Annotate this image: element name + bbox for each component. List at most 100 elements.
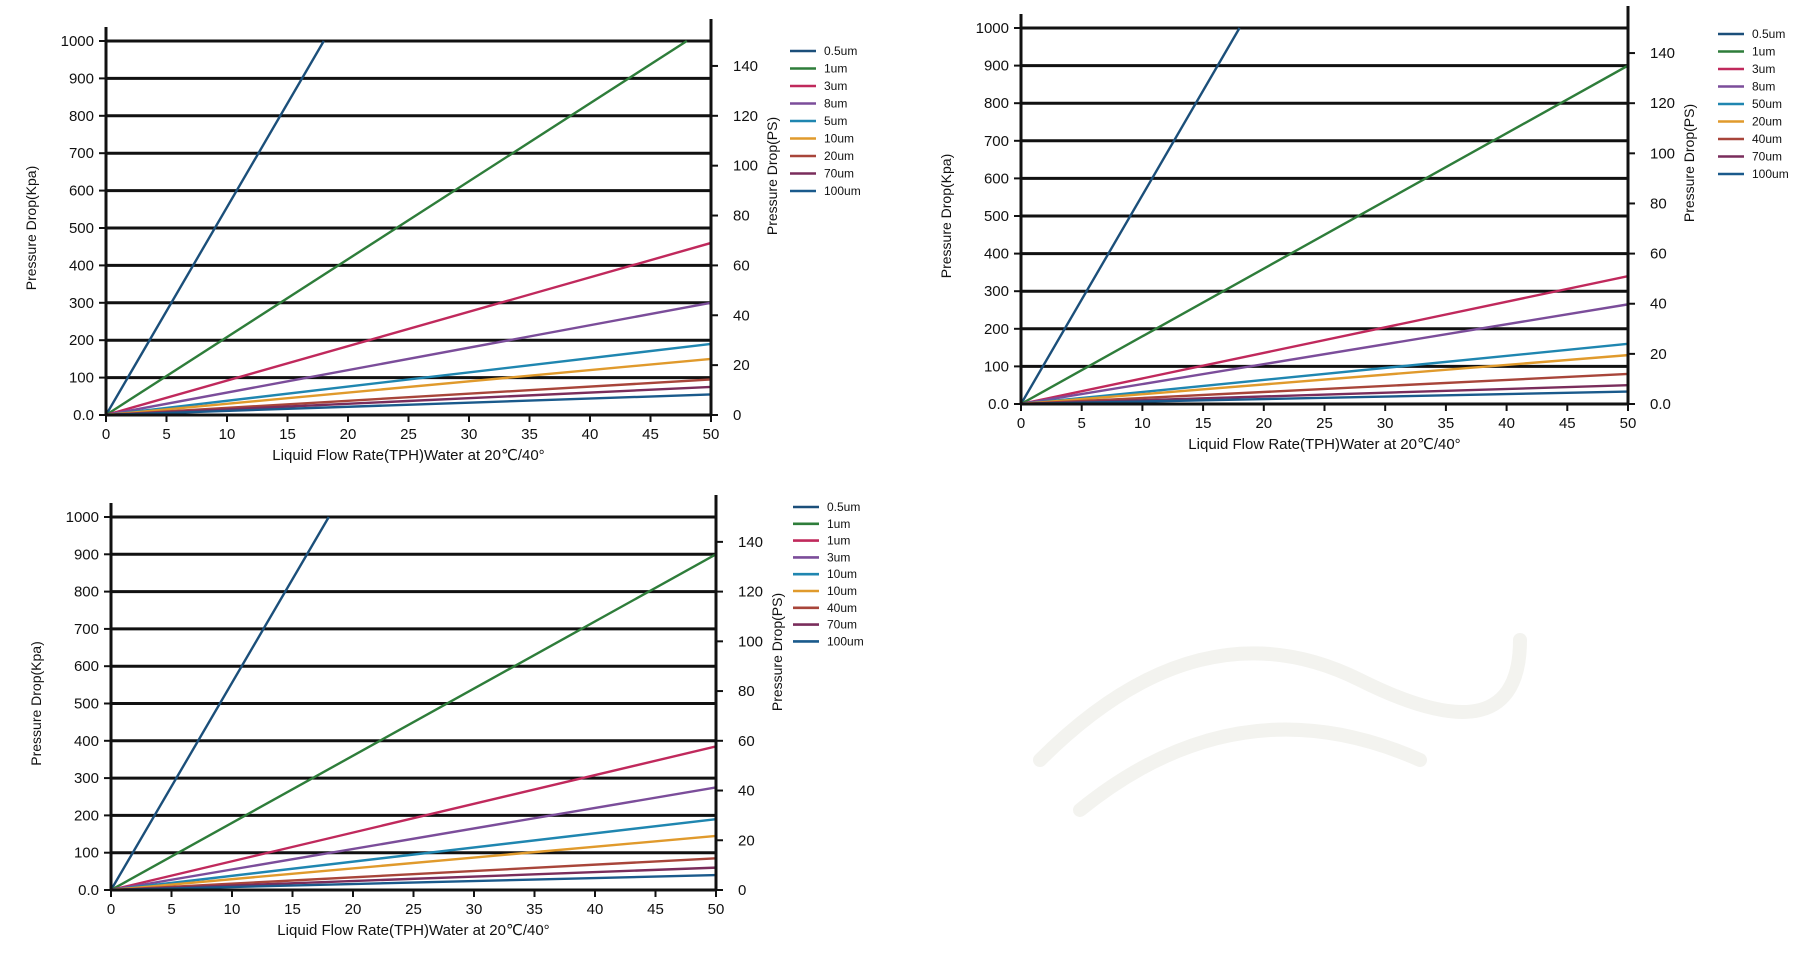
chart-2: 0.010020030040050060070080090010000.0204… — [938, 6, 1789, 453]
x-tick-label: 30 — [461, 426, 478, 443]
y2-tick-label: 80 — [738, 683, 755, 700]
series-line-20um — [106, 378, 711, 415]
y-tick-label: 0.0 — [73, 407, 94, 424]
y-tick-label: 300 — [69, 295, 94, 312]
series-line-100um — [106, 393, 711, 415]
x-tick-label: 45 — [642, 426, 659, 443]
series-line-1um — [1021, 64, 1628, 404]
y-tick-label: 1000 — [61, 33, 94, 50]
y-tick-label: 200 — [74, 807, 99, 824]
y-tick-label: 500 — [74, 696, 99, 713]
series-group — [106, 39, 711, 415]
legend-label: 70um — [827, 618, 857, 632]
x-tick-label: 30 — [466, 901, 483, 918]
y2-tick-label: 80 — [1650, 195, 1667, 212]
y-tick-label: 500 — [984, 208, 1009, 225]
y-tick-label: 300 — [74, 770, 99, 787]
x-tick-label: 25 — [405, 901, 422, 918]
y-tick-label: 700 — [69, 145, 94, 162]
y2-tick-label: 60 — [733, 257, 750, 274]
y-tick-label: 600 — [69, 183, 94, 200]
y2-axis-label: Pressure Drop(PS) — [764, 117, 780, 235]
series-line-0.5um — [1021, 27, 1241, 404]
x-tick-label: 20 — [340, 426, 357, 443]
y-tick-label: 900 — [69, 70, 94, 87]
x-axis-label: Liquid Flow Rate(TPH)Water at 20℃/40° — [1188, 436, 1460, 453]
legend-label: 100um — [1752, 167, 1789, 181]
x-tick-label: 5 — [1078, 415, 1086, 432]
series-line-100um — [1021, 390, 1628, 404]
x-tick-label: 0 — [107, 901, 115, 918]
legend-label: 100um — [824, 184, 861, 198]
legend-label: 1um — [827, 534, 850, 548]
y2-tick-label: 40 — [1650, 296, 1667, 313]
series-line-3um — [106, 241, 711, 415]
y-tick-label: 1000 — [976, 20, 1009, 37]
y2-tick-label: 80 — [733, 208, 750, 225]
series-line-1um — [111, 745, 716, 890]
x-tick-label: 15 — [284, 901, 301, 918]
series-line-40um — [111, 857, 716, 890]
y-tick-label: 100 — [74, 845, 99, 862]
chart-1: 0.01002003004005006007008009001000020406… — [23, 19, 861, 464]
y-tick-label: 200 — [69, 332, 94, 349]
y2-tick-label: 40 — [733, 307, 750, 324]
y-tick-label: 800 — [74, 584, 99, 601]
legend-label: 8um — [1752, 80, 1775, 94]
y2-tick-label: 140 — [1650, 45, 1675, 62]
y-tick-label: 1000 — [66, 509, 99, 526]
legend-label: 3um — [827, 550, 850, 564]
x-tick-label: 50 — [1620, 415, 1637, 432]
x-tick-label: 0 — [102, 426, 110, 443]
legend-label: 70um — [824, 167, 854, 181]
legend-label: 40um — [827, 601, 857, 615]
y-axis-label: Pressure Drop(Kpa) — [28, 641, 44, 766]
y2-tick-label: 100 — [733, 158, 758, 175]
legend: 0.5um 1um 3um 8um 5um 10um 20um 70um 100um — [790, 44, 861, 198]
series-line-3um — [111, 786, 716, 890]
y2-tick-label: 140 — [738, 534, 763, 551]
x-tick-label: 35 — [526, 901, 543, 918]
y2-tick-label: 0.0 — [1650, 396, 1671, 413]
legend-label: 10um — [827, 584, 857, 598]
series-line-1um — [111, 553, 716, 890]
x-tick-label: 20 — [345, 901, 362, 918]
series-line-10um — [111, 817, 716, 890]
x-tick-label: 40 — [1498, 415, 1515, 432]
x-tick-label: 15 — [1195, 415, 1212, 432]
y-axis-label: Pressure Drop(Kpa) — [23, 166, 39, 291]
y-tick-label: 400 — [984, 246, 1009, 263]
y2-tick-label: 20 — [738, 832, 755, 849]
y-tick-label: 700 — [984, 133, 1009, 150]
y-tick-label: 400 — [74, 733, 99, 750]
y2-tick-label: 120 — [1650, 95, 1675, 112]
y-tick-label: 400 — [69, 257, 94, 274]
x-tick-label: 5 — [162, 426, 170, 443]
y-tick-label: 300 — [984, 283, 1009, 300]
legend-label: 1um — [824, 62, 847, 76]
legend: 0.5um 1um 3um 8um 50um 20um 40um 70um 100um — [1718, 27, 1789, 181]
x-tick-label: 30 — [1377, 415, 1394, 432]
y-tick-label: 100 — [69, 370, 94, 387]
legend-label: 3um — [1752, 62, 1775, 76]
series-line-10um — [111, 834, 716, 890]
series-line-0.5um — [111, 516, 330, 890]
y2-tick-label: 120 — [733, 108, 758, 125]
x-tick-label: 10 — [219, 426, 236, 443]
y-tick-label: 800 — [69, 108, 94, 125]
x-tick-label: 35 — [521, 426, 538, 443]
x-tick-label: 0 — [1017, 415, 1025, 432]
series-line-10um — [106, 357, 711, 415]
legend-label: 5um — [824, 114, 847, 128]
legend-label: 100um — [827, 634, 864, 648]
y2-tick-label: 20 — [733, 357, 750, 374]
series-group — [1021, 27, 1628, 404]
x-axis-label: Liquid Flow Rate(TPH)Water at 20℃/40° — [272, 447, 544, 464]
x-tick-label: 15 — [279, 426, 296, 443]
y-axis-label: Pressure Drop(Kpa) — [938, 154, 954, 279]
series-line-20um — [1021, 353, 1628, 404]
y-tick-label: 0.0 — [988, 396, 1009, 413]
y-tick-label: 900 — [74, 546, 99, 563]
x-tick-label: 25 — [400, 426, 417, 443]
